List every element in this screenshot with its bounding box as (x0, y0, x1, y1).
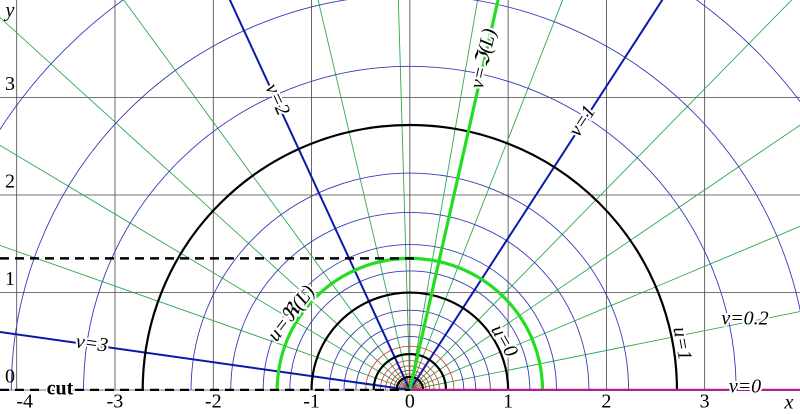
thin-ray (409, 124, 800, 391)
thin-circle (10, 0, 800, 391)
small-circle (379, 360, 440, 391)
small-circle (389, 369, 431, 391)
y-tick-label: 0 (5, 366, 15, 388)
thin-ray (409, 0, 564, 391)
thin-circle (262, 244, 557, 391)
small-circle (365, 345, 455, 391)
thin-ray (0, 16, 411, 391)
thin-circle (289, 270, 531, 391)
x-tick-label: -2 (205, 391, 222, 413)
curve-label: v=2 (261, 80, 294, 119)
circle (395, 375, 425, 391)
curve-label: u=ℜ(L) (263, 281, 320, 346)
circle (372, 353, 448, 391)
x-tick-label: -4 (16, 391, 33, 413)
x-tick-label: 0 (405, 391, 415, 413)
x-tick-label: -1 (303, 391, 320, 413)
thin-circle (355, 336, 465, 391)
thin-ray (409, 0, 793, 391)
thin-ray (409, 311, 800, 391)
thin-circle (83, 66, 737, 391)
thin-ray (409, 0, 479, 391)
x-tick-label: 1 (503, 391, 513, 413)
small-circle (385, 365, 435, 391)
curve-label: u=1 (669, 325, 696, 362)
thin-circle (328, 309, 491, 391)
thin-circle (230, 211, 590, 391)
x-tick-label: -3 (107, 391, 124, 413)
circle (310, 291, 510, 391)
circle (141, 123, 679, 391)
curve-label: v=0 (729, 376, 761, 398)
curve-label: u=0 (486, 321, 522, 361)
thin-ray (397, 0, 411, 391)
y-tick-label: 3 (5, 73, 15, 95)
thin-ray (0, 244, 410, 391)
curve-label: v=0.2 (721, 308, 768, 330)
x-tick-label: 3 (700, 391, 710, 413)
thin-ray (0, 144, 411, 391)
small-circle (400, 380, 420, 391)
x-tick-label: 2 (601, 391, 611, 413)
x-axis-label: x (784, 392, 794, 414)
thin-circle (343, 324, 477, 391)
curve-label: v=3 (74, 330, 109, 356)
curves (0, 0, 800, 391)
y-tick-label: 1 (5, 268, 15, 290)
ray (0, 331, 410, 391)
thin-ray (0, 331, 410, 391)
ray (228, 0, 411, 391)
y-tick-label: 2 (5, 171, 15, 193)
thin-ray (409, 225, 800, 391)
highlight-ray (408, 0, 500, 391)
thin-ray (123, 0, 411, 391)
thin-circle (190, 172, 630, 391)
ray (408, 0, 664, 391)
small-circle (398, 378, 422, 391)
thin-ray (317, 0, 411, 391)
y-axis-label: y (4, 0, 15, 22)
small-circle (393, 373, 427, 391)
cut-label: cut (47, 378, 74, 400)
